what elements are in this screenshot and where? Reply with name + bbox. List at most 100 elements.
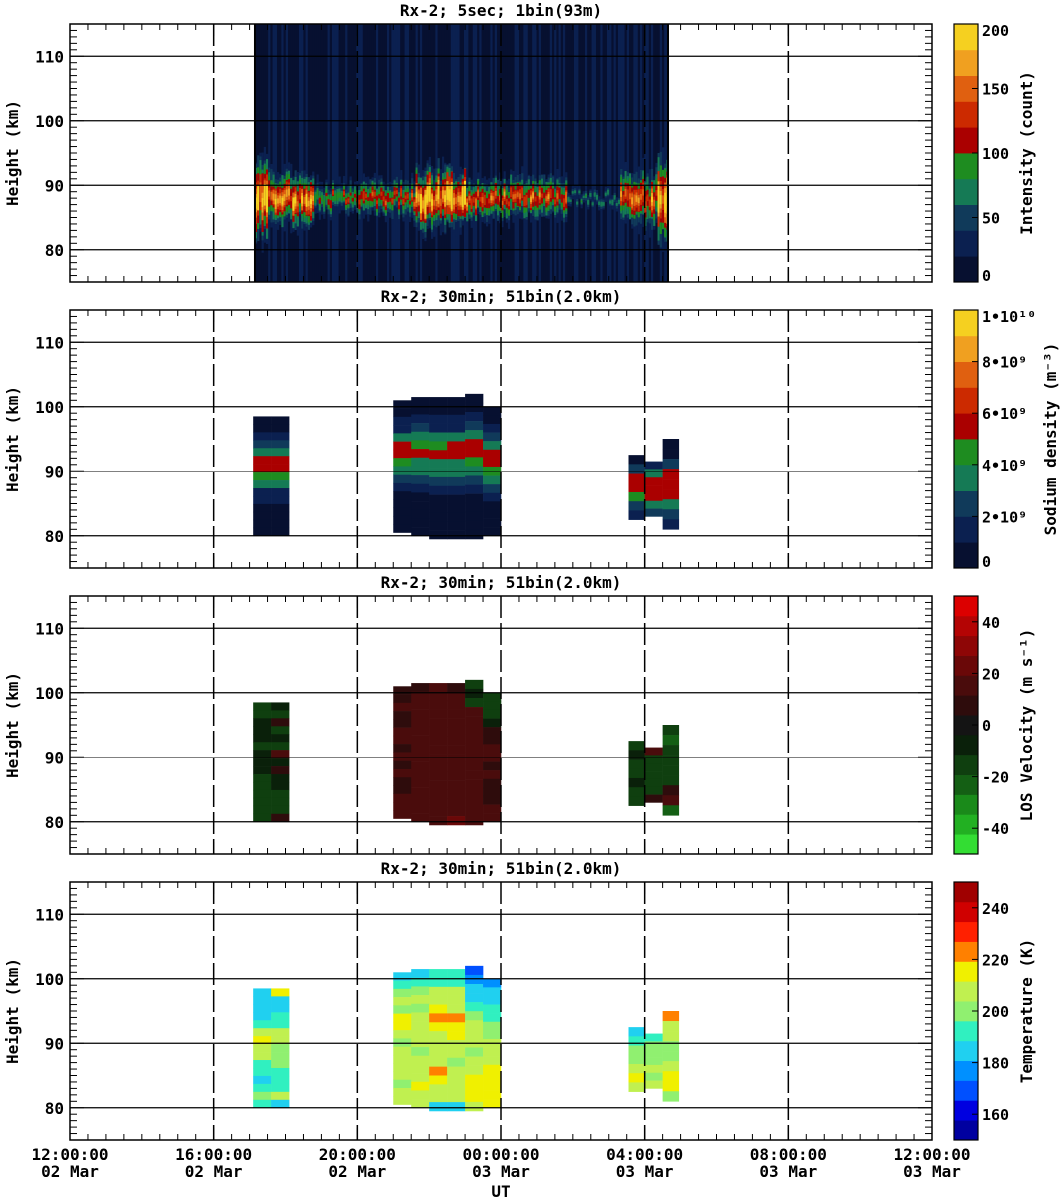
intensity-strip bbox=[281, 24, 284, 282]
intensity-cell bbox=[501, 200, 504, 205]
heatmap-cell bbox=[628, 768, 645, 779]
colorbar-swatch bbox=[954, 901, 978, 923]
heatmap-cell bbox=[411, 1003, 430, 1013]
panel-sodium-density: Rx-2; 30min; 51bin(2.0km) 80 90 100 110 Hei… bbox=[3, 287, 1060, 571]
intensity-cell bbox=[318, 199, 322, 203]
intensity-strip bbox=[397, 24, 401, 282]
colorbar-swatch bbox=[954, 101, 978, 128]
heatmap-cell bbox=[465, 707, 484, 717]
intensity-cell bbox=[529, 196, 533, 203]
heatmap-cell bbox=[253, 527, 272, 537]
intensity-strip bbox=[595, 24, 599, 282]
colorbar: 160 180 200 220 240 bbox=[953, 881, 1009, 1141]
x-tick-label-date: 02 Mar bbox=[328, 1162, 386, 1181]
intensity-strip bbox=[351, 24, 355, 282]
heatmap-cell bbox=[483, 727, 502, 737]
heatmap-cell bbox=[411, 1073, 430, 1083]
heatmap-cell bbox=[411, 509, 430, 519]
heatmap-cell bbox=[411, 1081, 430, 1091]
heatmap-cell bbox=[393, 735, 412, 745]
heatmap-cell bbox=[393, 458, 412, 467]
heatmap-cell bbox=[662, 795, 680, 806]
colorbar-swatch bbox=[954, 1020, 978, 1042]
intensity-strip bbox=[624, 24, 628, 282]
heatmap-cell bbox=[644, 1049, 663, 1058]
heatmap-cell bbox=[253, 440, 272, 449]
heatmap-cell bbox=[447, 718, 466, 728]
intensity-strip bbox=[391, 24, 394, 282]
heatmap-cell bbox=[429, 423, 448, 433]
heatmap-cell bbox=[483, 778, 502, 788]
intensity-cell bbox=[441, 190, 445, 199]
intensity-strip bbox=[587, 24, 590, 282]
heatmap-cell bbox=[411, 743, 430, 753]
heatmap-cell bbox=[429, 771, 448, 781]
heatmap-cell bbox=[271, 710, 290, 719]
heatmap-cell bbox=[253, 774, 272, 783]
heatmap-cell bbox=[447, 754, 466, 764]
intensity-strip bbox=[589, 24, 592, 282]
plot-area bbox=[253, 679, 680, 826]
intensity-cell bbox=[305, 197, 309, 204]
heatmap-cell bbox=[483, 415, 502, 425]
heatmap-cell bbox=[644, 794, 663, 803]
colorbar-swatch bbox=[954, 178, 978, 205]
intensity-strip bbox=[538, 24, 542, 282]
heatmap-cell bbox=[644, 747, 663, 756]
heatmap-cell bbox=[393, 1005, 412, 1014]
intensity-cell bbox=[532, 192, 535, 199]
heatmap-cell bbox=[393, 425, 412, 434]
heatmap-cell bbox=[429, 414, 448, 424]
heatmap-cell bbox=[628, 455, 645, 465]
y-tick-label: 90 bbox=[45, 176, 64, 195]
heatmap-cell bbox=[628, 1073, 645, 1083]
heatmap-cell bbox=[411, 397, 430, 407]
grid bbox=[70, 596, 932, 854]
colorbar-swatch bbox=[954, 310, 978, 337]
heatmap-cell bbox=[447, 736, 466, 746]
heatmap-cell bbox=[628, 1027, 645, 1037]
intensity-cell bbox=[617, 201, 621, 203]
heatmap-cell bbox=[465, 688, 484, 699]
intensity-strip bbox=[620, 24, 623, 282]
heatmap-cell bbox=[253, 781, 272, 791]
intensity-strip bbox=[633, 24, 636, 282]
heatmap-cell bbox=[393, 1063, 412, 1072]
heatmap-cell bbox=[411, 995, 430, 1005]
intensity-cell bbox=[470, 201, 474, 207]
intensity-cell bbox=[261, 198, 265, 208]
heatmap-cell bbox=[429, 969, 448, 979]
intensity-cell bbox=[496, 197, 500, 203]
intensity-strip bbox=[631, 24, 634, 282]
intensity-strip bbox=[360, 24, 364, 282]
intensity-strip bbox=[305, 24, 309, 282]
intensity-cell bbox=[648, 199, 652, 208]
y-tick-label: 110 bbox=[35, 905, 64, 924]
intensity-cell bbox=[265, 194, 269, 204]
intensity-cell bbox=[254, 197, 258, 209]
heatmap-cell bbox=[447, 771, 466, 781]
x-tick-label-time: 00:00:00 bbox=[462, 1145, 539, 1164]
intensity-cell bbox=[336, 195, 339, 199]
intensity-cell bbox=[516, 192, 520, 197]
intensity-strip bbox=[384, 24, 388, 282]
intensity-strip bbox=[650, 24, 654, 282]
heatmap-cell bbox=[253, 996, 272, 1005]
colorbar-tick-label: 0 bbox=[982, 717, 991, 735]
y-tick-label: 80 bbox=[45, 813, 64, 832]
heatmap-cell bbox=[393, 694, 412, 704]
intensity-cell bbox=[661, 195, 665, 204]
intensity-cell bbox=[395, 190, 399, 195]
heatmap-cell bbox=[662, 449, 680, 460]
intensity-strip bbox=[521, 24, 524, 282]
intensity-strip bbox=[349, 24, 353, 282]
intensity-strip bbox=[367, 24, 370, 282]
heatmap-cell bbox=[393, 1087, 412, 1097]
colorbar-swatch bbox=[954, 256, 978, 283]
intensity-cell bbox=[331, 190, 335, 195]
panel-intensity: Rx-2; 5sec; 1bin(93m) 80 90 100 110 Height … bbox=[3, 1, 1036, 285]
heatmap-cell bbox=[411, 726, 430, 736]
intensity-cell bbox=[292, 201, 295, 208]
heatmap-cell bbox=[271, 774, 290, 783]
intensity-strip bbox=[424, 24, 427, 282]
